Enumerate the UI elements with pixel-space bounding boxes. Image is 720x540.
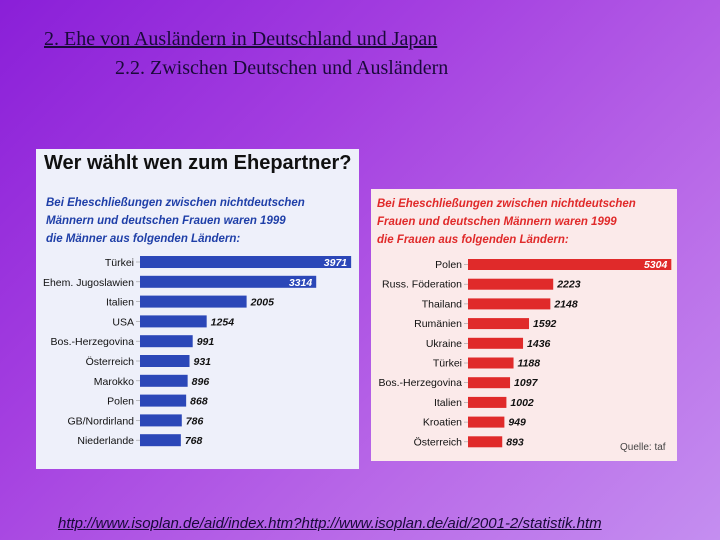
right-value-label: 1097 (514, 377, 539, 389)
source-note: Quelle: taf (620, 442, 666, 453)
left-bar (140, 275, 317, 288)
slide-subtitle: 2.2. Zwischen Deutschen und Ausländern (115, 57, 449, 79)
right-category-label: Thailand (422, 298, 462, 310)
right-value-label: 949 (508, 417, 526, 429)
right-bar (468, 436, 503, 448)
right-category-label: Bos.-Herzegovina (379, 377, 463, 389)
left-category-label: Bos.-Herzegovina (51, 336, 135, 348)
slide-title: 2. Ehe von Ausländern in Deutschland und… (44, 28, 438, 50)
left-bar (140, 394, 187, 407)
right-value-label: 893 (506, 436, 524, 448)
right-bar (468, 278, 554, 290)
right-value-label: 1436 (527, 338, 551, 350)
chart-headline: Wer wählt wen zum Ehepartner? (44, 152, 352, 174)
left-value-label: 991 (197, 336, 215, 348)
right-value-label: 1188 (518, 358, 541, 370)
right-bar (468, 377, 511, 389)
left-category-label: USA (112, 316, 134, 328)
source-url-link[interactable]: http://www.isoplan.de/aid/index.htm?http… (58, 515, 602, 532)
right-bar (468, 318, 530, 330)
right-category-label: Russ. Föderation (382, 279, 462, 291)
right-value-label: 2223 (556, 279, 581, 291)
left-value-label: 768 (185, 435, 203, 447)
left-bar (140, 295, 247, 308)
right-category-label: Kroatien (423, 417, 462, 429)
left-subtitle-line-3: die Männer aus folgenden Ländern: (46, 233, 240, 245)
right-subtitle-line-3: die Frauen aus folgenden Ländern: (377, 234, 569, 246)
right-value-label: 1592 (533, 318, 557, 330)
left-category-label: Türkei (105, 257, 134, 269)
left-value-label: 931 (194, 356, 212, 368)
left-value-label: 786 (186, 415, 204, 427)
right-bar (468, 298, 551, 310)
left-value-label: 896 (192, 376, 210, 388)
right-value-label: 2148 (553, 298, 578, 310)
right-value-label: 5304 (644, 259, 668, 271)
right-category-label: Ukraine (426, 338, 462, 350)
left-category-label: Ehem. Jugoslawien (43, 277, 134, 289)
right-category-label: Österreich (414, 436, 463, 448)
left-bar (140, 335, 193, 348)
left-bar (140, 315, 207, 328)
right-category-label: Italien (434, 397, 462, 409)
left-category-label: GB/Nordirland (67, 415, 134, 427)
right-bar (468, 396, 507, 408)
left-bars-group: Türkei 3971 Ehem. Jugoslawien 3314 Italien 20… (43, 256, 352, 447)
right-bar (468, 337, 524, 349)
left-bar (140, 355, 190, 367)
left-subtitle-line-1: Bei Eheschließungen zwischen nichtdeutsc… (46, 197, 305, 209)
right-bar (468, 259, 672, 270)
left-bar (140, 434, 181, 447)
right-subtitle-line-1: Bei Eheschließungen zwischen nichtdeutsc… (377, 198, 636, 210)
left-value-label: 868 (190, 396, 208, 408)
left-bar (140, 414, 182, 427)
left-subtitle-line-2: Männern und deutschen Frauen waren 1999 (46, 215, 286, 227)
right-category-label: Türkei (433, 358, 462, 370)
left-bar (140, 374, 188, 387)
right-bar (468, 357, 514, 369)
left-category-label: Italien (106, 297, 134, 309)
right-category-label: Polen (435, 259, 462, 271)
chart-panel-men (36, 149, 359, 469)
left-bar (140, 256, 352, 268)
left-value-label: 1254 (211, 316, 235, 328)
left-value-label: 3971 (324, 257, 348, 269)
right-category-label: Rumänien (414, 318, 462, 330)
left-category-label: Marokko (94, 376, 134, 388)
left-value-label: 3314 (289, 277, 313, 289)
left-value-label: 2005 (250, 297, 275, 309)
right-value-label: 1002 (510, 397, 534, 409)
left-category-label: Österreich (86, 356, 135, 368)
left-category-label: Polen (107, 396, 134, 408)
left-category-label: Niederlande (77, 435, 134, 447)
right-bars-group: Polen 5304 Russ. Föderation 2223 Thailand 214… (379, 259, 672, 448)
right-bar (468, 416, 505, 428)
right-subtitle-line-2: Frauen und deutschen Männern waren 1999 (377, 216, 617, 228)
